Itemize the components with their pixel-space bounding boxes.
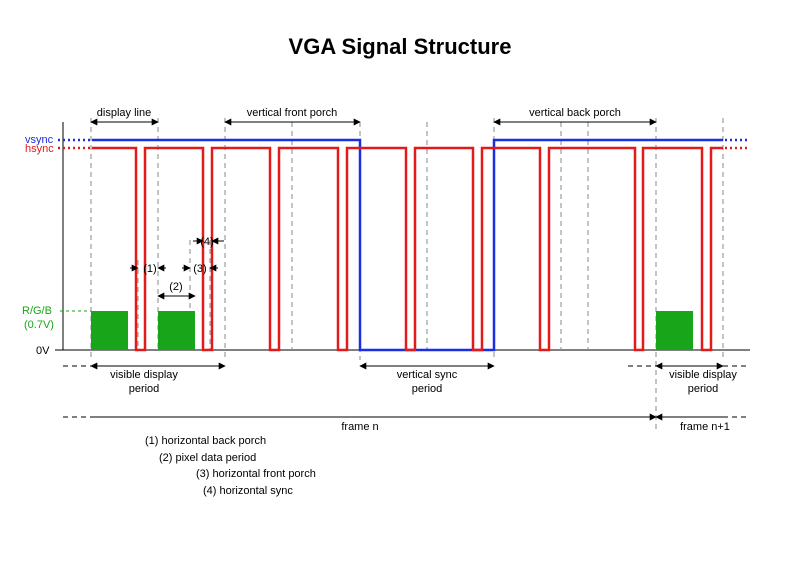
visible-display-left-label: visible display [110, 369, 178, 381]
marker-1: (1) [130, 263, 166, 275]
visible-display-left-period: period [129, 383, 160, 395]
rgb-pixel-block [91, 311, 128, 350]
marker-2: (2) [157, 281, 196, 300]
vertical-front-porch-label: vertical front porch [247, 107, 337, 119]
visible-display-right-label: visible display [669, 369, 737, 381]
vertical-back-porch-label: vertical back porch [529, 107, 621, 119]
marker-2-label: (2) [169, 281, 182, 293]
rgb-label: R/G/B [22, 305, 52, 317]
rgb-pixel-block [158, 311, 195, 350]
vsync-trace [92, 138, 723, 352]
marker-1-label: (1) [143, 263, 156, 275]
legend-item: (1) horizontal back porch [145, 435, 266, 447]
rgb-level-label: (0.7V) [24, 319, 54, 331]
display-line-label: display line [97, 107, 151, 119]
legend-item: (3) horizontal front porch [196, 468, 316, 480]
frame-n-label: frame n [341, 421, 378, 433]
frame-n1-label: frame n+1 [680, 421, 730, 433]
vertical-sync-label: vertical sync [397, 369, 458, 381]
legend-item: (4) horizontal sync [203, 485, 293, 497]
vertical-sync-period: period [412, 383, 443, 395]
zero-volt-label: 0V [36, 345, 50, 357]
marker-3: (3) [182, 263, 218, 275]
marker-4-label: (4) [200, 236, 213, 248]
vsync-label: vsync [25, 134, 54, 146]
page-title: VGA Signal Structure [289, 34, 512, 59]
marker-3-label: (3) [193, 263, 206, 275]
marker-4: (4) [193, 236, 224, 248]
visible-display-right-period: period [688, 383, 719, 395]
hsync-label: hsync [25, 143, 54, 155]
hsync-trace [92, 146, 723, 352]
legend-item: (2) pixel data period [159, 452, 256, 464]
rgb-pixel-block [656, 311, 693, 350]
